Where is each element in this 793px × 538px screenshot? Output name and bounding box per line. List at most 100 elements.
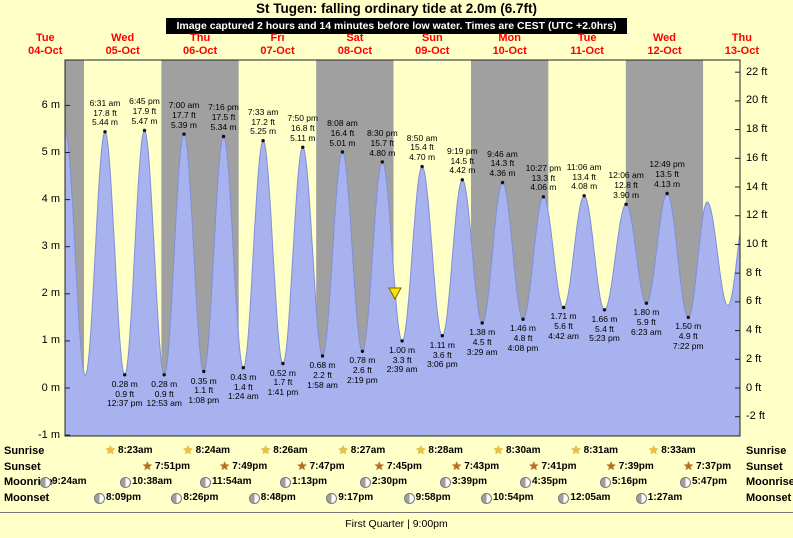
tide-label-line: 8:30 pm: [366, 127, 398, 138]
tide-extreme-dot: [521, 317, 525, 321]
tide-label-line: 12:06 am: [608, 170, 644, 181]
tide-label-line: 13.5 ft: [655, 169, 679, 180]
tide-extreme-dot: [281, 361, 285, 366]
day-date: 05-Oct: [105, 44, 140, 57]
day-name: Wed: [652, 32, 677, 44]
low-tide-label: 0.28 m 0.9 ft 12:37 pm: [100, 378, 150, 409]
tide-label-line: 1.11 m: [429, 339, 455, 350]
tide-label-line: 2.6 ft: [352, 365, 372, 376]
low-tide-label: 1.71 m 5.6 ft 4:42 am: [539, 312, 589, 341]
tide-label-line: 1:41 pm: [267, 387, 299, 398]
sunset-time: 7:43pm: [464, 460, 500, 472]
moonrise-moon-icon: [680, 477, 691, 488]
tide-label-line: 4.42 m: [449, 165, 476, 176]
tide-label-line: 6:23 am: [631, 326, 662, 337]
sunset-time: 7:39pm: [618, 460, 654, 472]
moonset-time: 12:05am: [570, 491, 611, 503]
moonrise-time: 5:47pm: [692, 476, 728, 487]
tide-label-line: 17.2 ft: [251, 116, 275, 127]
sunset-star-icon: ★: [605, 458, 617, 473]
tide-label-line: 4.13 m: [654, 179, 681, 190]
sunrise-star-icon: ★: [105, 443, 116, 457]
y-axis-label-right: 6 ft: [746, 295, 762, 308]
moonset-time: 9:58pm: [415, 491, 451, 503]
tide-extreme-dot: [665, 191, 669, 196]
day-label: Wed 05-Oct: [91, 32, 155, 57]
tide-label-line: 4.5 ft: [472, 336, 492, 347]
day-name: Sun: [421, 32, 443, 44]
tide-label-line: 5.39 m: [170, 119, 197, 130]
y-axis-label-right: 14 ft: [746, 180, 768, 193]
tide-label-line: 0.28 m: [111, 378, 138, 389]
tide-label-line: 12:53 am: [146, 398, 182, 409]
moonrise-time: 4:35pm: [532, 476, 568, 487]
tide-label-line: 4.9 ft: [678, 331, 698, 342]
tide-label-line: 7:22 pm: [672, 340, 704, 351]
tide-label-line: 10:27 pm: [525, 162, 562, 173]
tide-label-line: 1.66 m: [591, 313, 618, 324]
tide-label-line: 5.11 m: [290, 132, 316, 143]
moonset-moon-icon: [171, 492, 183, 504]
day-date: 11-Oct: [570, 44, 604, 57]
moonrise-time: 9:24am: [52, 476, 87, 487]
tide-extreme-dot: [561, 305, 566, 310]
tide-label-line: 12:37 pm: [106, 398, 143, 409]
tide-label-line: 0.68 m: [309, 359, 336, 370]
sunrise-time: 8:24am: [195, 445, 231, 456]
tide-label-line: 1.00 m: [389, 344, 416, 355]
tide-extreme-dot: [320, 354, 325, 358]
sunrise-time: 8:23am: [118, 445, 153, 456]
day-name: Thu: [190, 32, 211, 44]
sunrise-star-icon: ★: [260, 443, 271, 457]
sunset-time: 7:47pm: [309, 460, 345, 472]
high-tide-label: 7:00 am 17.7 ft 5.39 m: [159, 100, 209, 130]
low-tide-label: 1.11 m 3.6 ft 3:06 pm: [417, 339, 467, 370]
y-axis-label-right: 12 ft: [746, 209, 768, 222]
sunrise-star-icon: ★: [648, 443, 659, 457]
astro-row-label-right-moonset: Moonset: [746, 491, 792, 504]
tide-label-line: 0.28 m: [151, 378, 178, 389]
tide-label-line: 5.34 m: [210, 122, 237, 133]
sunset-star-icon: ★: [451, 458, 462, 473]
tide-extreme-dot: [400, 339, 404, 343]
tide-label-line: 4:42 am: [548, 331, 579, 342]
low-tide-label: 0.35 m 1.1 ft 1:08 pm: [179, 375, 229, 406]
day-label: Sat 08-Oct: [323, 32, 387, 57]
astro-row-label-left-sunset: Sunset: [4, 460, 41, 473]
low-tide-label: 1.80 m 5.9 ft 6:23 am: [621, 307, 671, 337]
astro-row-label-right-moonrise: Moonrise: [746, 476, 793, 488]
tide-label-line: 0.35 m: [190, 375, 217, 386]
tide-label-line: 5.47 m: [131, 115, 158, 126]
y-axis-label-left: 2 m: [41, 287, 60, 300]
tide-label-line: 16.4 ft: [330, 127, 355, 138]
sunset-time: 7:41pm: [541, 460, 577, 472]
tide-label-line: 0.9 ft: [154, 388, 174, 399]
moonrise-time: 1:13pm: [292, 476, 328, 487]
capture-banner: Image captured 2 hours and 14 minutes be…: [166, 18, 627, 34]
tide-label-line: 13.4 ft: [572, 171, 596, 182]
moonrise-moon-icon: [440, 477, 451, 488]
tide-label-line: 5:23 pm: [589, 333, 620, 344]
moonrise-moon-icon: [520, 477, 531, 488]
tide-extreme-dot: [460, 178, 464, 182]
tide-extreme-dot: [301, 145, 305, 149]
high-tide-label: 10:27 pm 13.3 ft 4.06 m: [518, 162, 568, 193]
tide-label-line: 3:29 am: [466, 346, 498, 357]
moonset-time: 9:17pm: [338, 491, 374, 503]
tide-extreme-dot: [103, 130, 107, 134]
sunrise-time: 8:33am: [661, 445, 696, 456]
tide-extreme-dot: [420, 164, 424, 169]
tide-label-line: 1.1 ft: [194, 385, 214, 396]
y-axis-label-right: 4 ft: [746, 324, 762, 337]
y-axis-label-right: -2 ft: [746, 410, 765, 423]
high-tide-label: 12:06 am 12.8 ft 3.90 m: [601, 170, 651, 200]
high-tide-label: 8:50 am 15.4 ft 4.70 m: [397, 133, 447, 163]
high-tide-label: 6:45 pm 17.9 ft 5.47 m: [119, 97, 169, 126]
tide-extreme-dot: [123, 373, 127, 377]
tide-extreme-dot: [360, 349, 365, 353]
tide-label-line: 3:06 pm: [426, 359, 458, 370]
tide-label-line: 1.4 ft: [233, 381, 253, 392]
y-axis-label-right: 0 ft: [746, 381, 762, 394]
y-axis-label-right: 2 ft: [746, 352, 762, 365]
